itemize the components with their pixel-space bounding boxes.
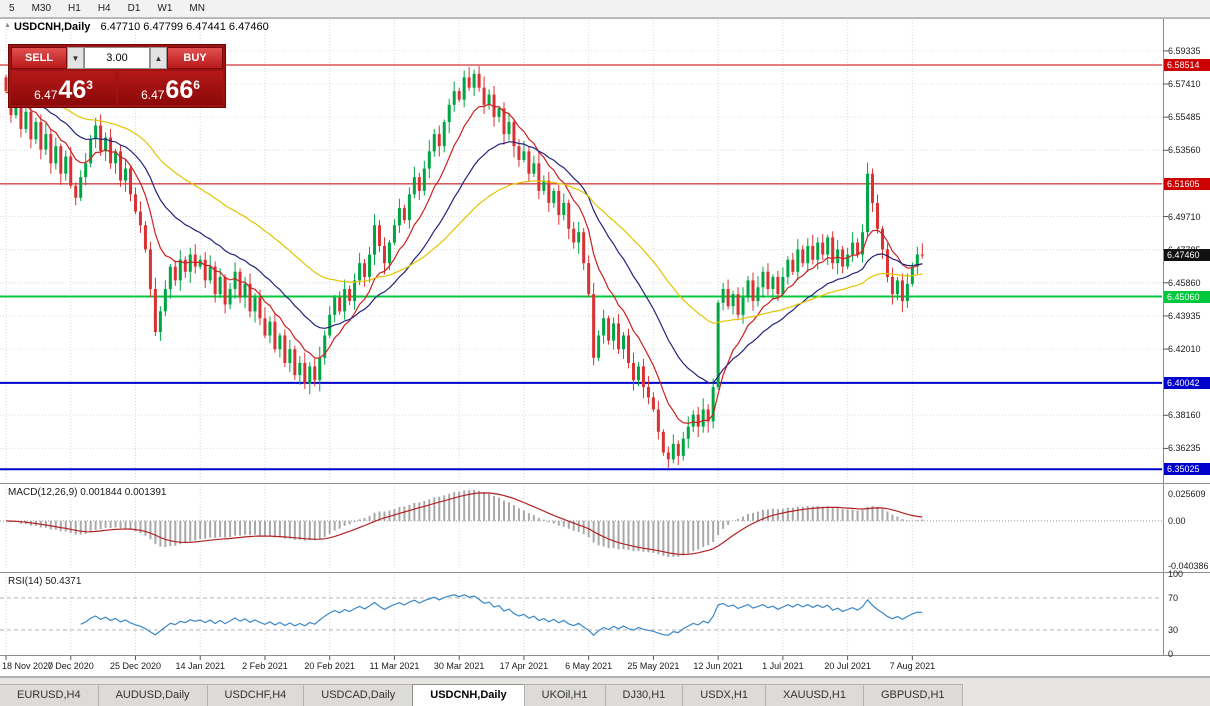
sell-price-big: 46 bbox=[58, 76, 87, 104]
date-tick-label: 11 Mar 2021 bbox=[369, 661, 420, 671]
chart-title: USDCNH,Daily 6.47710 6.47799 6.47441 6.4… bbox=[14, 21, 269, 33]
chart-tab-usdcnh-daily[interactable]: USDCNH,Daily bbox=[412, 684, 525, 706]
macd-label: MACD(12,26,9) 0.001844 0.001391 bbox=[8, 487, 167, 498]
chart-tab-ukoil-h1[interactable]: UKOil,H1 bbox=[523, 684, 606, 706]
price-tick-label: 6.43935 bbox=[1168, 310, 1201, 321]
price-line-badge: 6.40042 bbox=[1164, 376, 1210, 389]
date-tick-label: 14 Jan 2021 bbox=[175, 661, 225, 671]
chart-tab-usdx-h1[interactable]: USDX,H1 bbox=[682, 684, 766, 706]
symbol-label: USDCNH,Daily bbox=[14, 21, 91, 33]
buy-price-display[interactable]: 6.47 66 6 bbox=[118, 71, 223, 105]
buy-price-big: 66 bbox=[165, 76, 194, 104]
macd-axis-label: 0.00 bbox=[1168, 515, 1186, 526]
chart-tab-eurusd-h4[interactable]: EURUSD,H4 bbox=[0, 684, 99, 706]
date-tick-label: 7 Dec 2020 bbox=[47, 661, 94, 671]
price-line-badge: 6.58514 bbox=[1164, 59, 1210, 72]
timeframe-button-d1[interactable]: D1 bbox=[127, 3, 141, 14]
chart-tab-strip: EURUSD,H4 AUDUSD,Daily USDCHF,H4 USDCAD,Dai… bbox=[0, 677, 1210, 706]
date-tick-label: 17 Apr 2021 bbox=[499, 661, 549, 671]
sell-price-sup: 3 bbox=[86, 78, 93, 92]
oneclick-collapse-icon[interactable]: ▲ bbox=[4, 22, 11, 29]
one-click-trading-panel: SELL ▼ ▲ BUY 6.47 46 3 6.47 66 6 bbox=[8, 44, 226, 108]
price-line-badge: 6.51605 bbox=[1164, 177, 1210, 190]
price-line-badge: 6.35025 bbox=[1164, 463, 1210, 476]
macd-axis-label: 0.025609 bbox=[1168, 489, 1206, 499]
sell-price-small: 6.47 bbox=[34, 88, 58, 102]
sell-price-display[interactable]: 6.47 46 3 bbox=[11, 71, 116, 105]
chart-tab-xauusd-h1[interactable]: XAUUSD,H1 bbox=[764, 684, 864, 706]
rsi-axis-label: 70 bbox=[1168, 593, 1179, 603]
timeframe-button-mn[interactable]: MN bbox=[189, 3, 205, 14]
date-tick-label: 12 Jun 2021 bbox=[693, 661, 743, 671]
rsi-axis-label: 100 bbox=[1168, 569, 1184, 579]
price-tick-label: 6.53560 bbox=[1168, 145, 1201, 156]
price-tick-label: 6.49710 bbox=[1168, 211, 1201, 222]
date-tick-label: 7 Aug 2021 bbox=[889, 661, 936, 671]
ohlc-readout: 6.47710 6.47799 6.47441 6.47460 bbox=[100, 21, 269, 33]
chart-tab-audusd-daily[interactable]: AUDUSD,Daily bbox=[97, 684, 208, 706]
date-tick-label: 20 Jul 2021 bbox=[824, 661, 871, 671]
macd-axis-label: -0.040386 bbox=[1168, 561, 1209, 571]
buy-button[interactable]: BUY bbox=[167, 47, 223, 69]
price-tick-label: 6.45860 bbox=[1168, 277, 1201, 288]
timeframe-toolbar: 5 M30 H1 H4 D1 W1 MN bbox=[0, 0, 1210, 18]
rsi-axis-label: 0 bbox=[1168, 649, 1174, 659]
chart-tab-dj30-h1[interactable]: DJ30,H1 bbox=[604, 684, 684, 706]
chart-background bbox=[0, 18, 1210, 676]
date-tick-label: 25 May 2021 bbox=[627, 661, 680, 671]
volume-down-icon[interactable]: ▼ bbox=[67, 47, 84, 69]
timeframe-button-h1[interactable]: H1 bbox=[68, 3, 81, 14]
price-line-badge: 6.45060 bbox=[1164, 290, 1210, 303]
date-tick-label: 25 Dec 2020 bbox=[109, 661, 161, 671]
price-tick-label: 6.38160 bbox=[1168, 410, 1201, 421]
chart-tab-usdchf-h4[interactable]: USDCHF,H4 bbox=[206, 684, 305, 706]
price-axis[interactable]: 6.593356.574106.554856.535606.516356.497… bbox=[1164, 18, 1210, 676]
timeframe-button-h4[interactable]: H4 bbox=[97, 3, 111, 14]
date-tick-label: 6 May 2021 bbox=[565, 661, 613, 671]
chart-tab-usdcad-daily[interactable]: USDCAD,Daily bbox=[303, 684, 414, 706]
volume-input[interactable] bbox=[84, 47, 150, 69]
volume-up-icon[interactable]: ▲ bbox=[150, 47, 167, 69]
timeframe-button-m30[interactable]: M30 bbox=[31, 3, 52, 14]
price-tick-label: 6.36235 bbox=[1168, 443, 1201, 454]
chart-tab-gbpusd-h1[interactable]: GBPUSD,H1 bbox=[862, 684, 963, 706]
rsi-label: RSI(14) 50.4371 bbox=[8, 576, 82, 587]
date-axis[interactable]: 18 Nov 2020 7 Dec 2020 25 Dec 2020 14 Jan 2… bbox=[0, 656, 1163, 676]
timeframe-button-w1[interactable]: W1 bbox=[157, 3, 173, 14]
date-tick-label: 1 Jul 2021 bbox=[762, 661, 804, 671]
date-tick-label: 30 Mar 2021 bbox=[433, 661, 485, 671]
chart-tabbar: EURUSD,H4 AUDUSD,Daily USDCHF,H4 USDCAD,Dai… bbox=[0, 684, 963, 706]
buy-price-small: 6.47 bbox=[141, 88, 165, 102]
date-tick-label: 2 Feb 2021 bbox=[242, 661, 288, 671]
buy-price-sup: 6 bbox=[193, 78, 200, 92]
price-tick-label: 6.42010 bbox=[1168, 344, 1201, 355]
date-tick-label: 18 Nov 2020 bbox=[2, 661, 54, 671]
price-tick-label: 6.55485 bbox=[1168, 112, 1201, 123]
price-tick-label: 6.57410 bbox=[1168, 79, 1201, 90]
price-line-badge: 6.47460 bbox=[1164, 249, 1210, 262]
rsi-axis-label: 30 bbox=[1168, 625, 1179, 635]
price-tick-label: 6.59335 bbox=[1168, 45, 1201, 56]
sell-button[interactable]: SELL bbox=[11, 47, 67, 69]
timeframe-button-5[interactable]: 5 bbox=[9, 3, 15, 14]
date-tick-label: 20 Feb 2021 bbox=[304, 661, 355, 671]
